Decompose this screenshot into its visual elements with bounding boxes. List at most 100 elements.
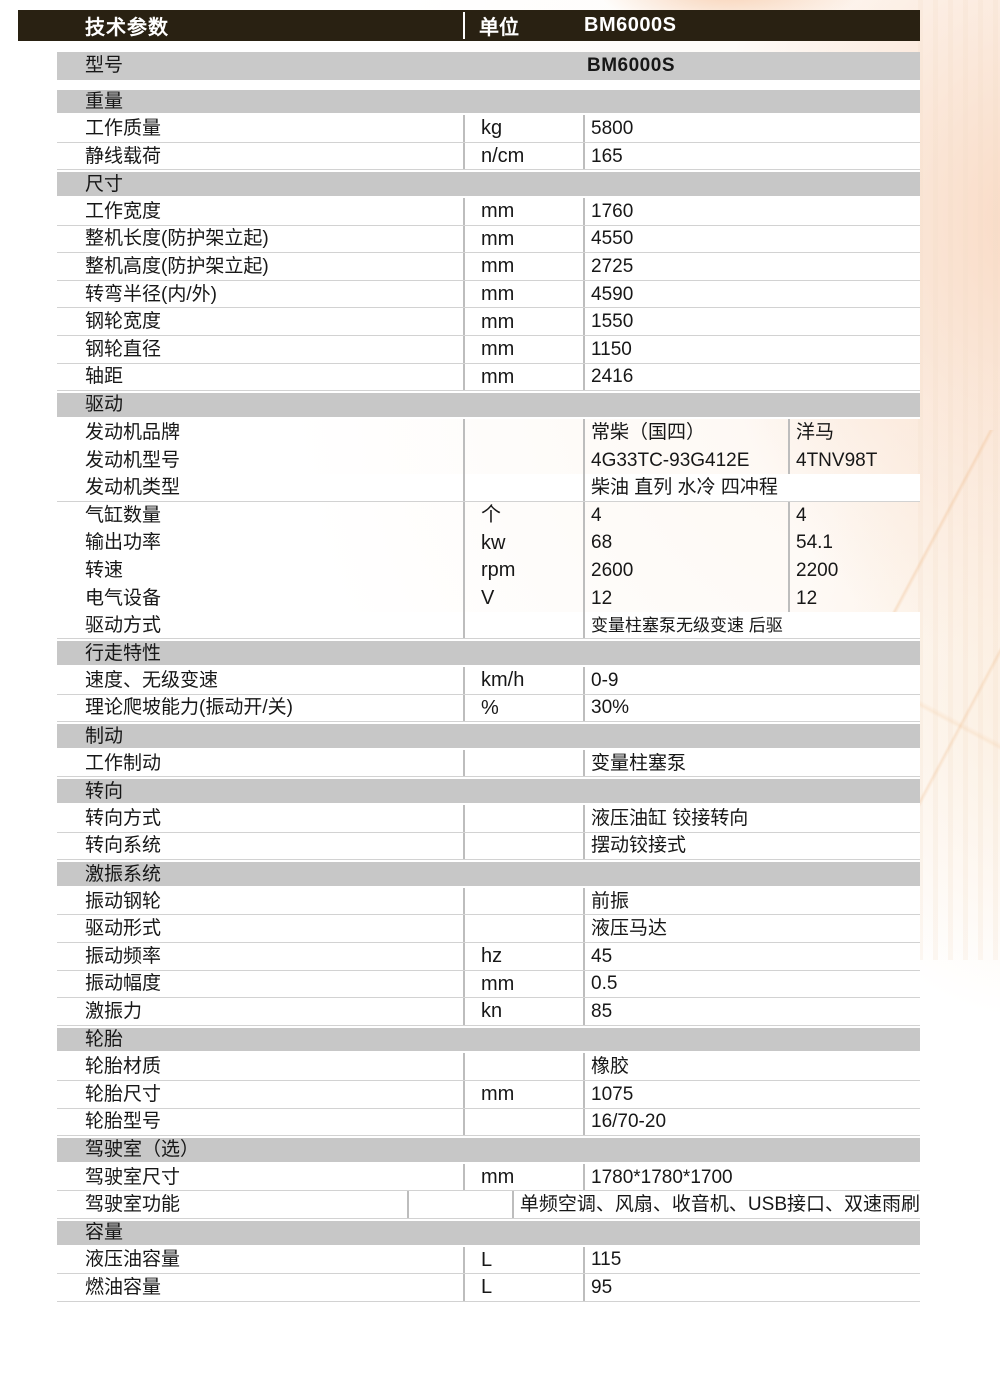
spec-row: 发动机品牌 常柴（国四） 洋马 — [57, 418, 920, 447]
section-row: 驾驶室（选） — [57, 1136, 920, 1164]
table-header: 技术参数 单位 BM6000S — [18, 10, 920, 41]
row-value: 12 — [591, 587, 613, 609]
section-row: 容量 — [57, 1218, 920, 1247]
row-unit: hz — [463, 943, 585, 970]
header-divider — [463, 12, 465, 39]
row-label: 钢轮直径 — [85, 338, 162, 360]
section-label: 尺寸 — [85, 173, 124, 195]
row-unit: L — [463, 1246, 585, 1274]
row-label: 转弯半径(内/外) — [85, 283, 217, 305]
row-label: 激振力 — [85, 1000, 143, 1022]
section-row: 行走特性 — [57, 639, 920, 668]
row-value: 变量柱塞泵 — [591, 752, 687, 774]
row-unit: rpm — [463, 556, 585, 585]
row-unit: mm — [463, 308, 585, 335]
spec-row: 液压油容量 L 115 — [57, 1246, 920, 1275]
row-unit — [463, 915, 585, 942]
row-unit: mm — [463, 1080, 585, 1108]
row-value-secondary: 2200 — [788, 556, 920, 585]
row-value: 2725 — [591, 255, 634, 277]
row-unit — [463, 805, 585, 832]
spec-row: 振动钢轮 前振 — [57, 887, 920, 916]
row-unit — [463, 473, 585, 501]
row-value-secondary: 54.1 — [788, 529, 920, 557]
row-label: 气缸数量 — [85, 504, 162, 526]
row-value-secondary: 12 — [788, 584, 920, 612]
row-unit: V — [463, 584, 585, 612]
spec-row: 电气设备 V 12 12 — [57, 584, 920, 612]
row-value: 变量柱塞泵无级变速 后驱 — [591, 615, 783, 635]
spec-row: 轮胎材质 橡胶 — [57, 1053, 920, 1081]
row-unit: % — [463, 694, 585, 722]
spec-row: 工作宽度 mm 1760 — [57, 197, 920, 226]
row-label: 转速 — [85, 559, 124, 581]
row-unit — [463, 611, 585, 639]
section-row: 制动 — [57, 722, 920, 750]
row-label: 轮胎型号 — [85, 1111, 162, 1133]
row-label: 工作宽度 — [85, 200, 162, 222]
row-value: 2600 — [591, 559, 634, 581]
row-value: 0.5 — [591, 973, 618, 995]
row-label: 型号 — [85, 55, 124, 77]
row-unit: L — [463, 1274, 585, 1301]
row-unit: km/h — [463, 667, 585, 694]
spec-row: 发动机型号 4G33TC-93G412E 4TNV98T — [57, 446, 920, 474]
row-unit: kg — [463, 115, 585, 142]
row-label: 驾驶室功能 — [85, 1194, 181, 1216]
spec-row: 转向系统 摆动铰接式 — [57, 832, 920, 861]
row-unit: mm — [463, 280, 585, 308]
row-value: 1780*1780*1700 — [591, 1166, 733, 1188]
spec-row: 工作制动 变量柱塞泵 — [57, 749, 920, 778]
row-unit: mm — [463, 335, 585, 363]
row-value: 115 — [591, 1249, 622, 1271]
spec-row: 振动幅度 mm 0.5 — [57, 970, 920, 999]
spec-row: 钢轮宽度 mm 1550 — [57, 308, 920, 336]
row-label: 静线载荷 — [85, 145, 162, 167]
spec-table-body: 型号 BM6000S 重量 工作质量 kg 5800 静线载荷 n/cm 165 尺寸 工作宽度 mm… — [57, 52, 920, 1302]
row-value: 常柴（国四） — [591, 422, 706, 444]
spec-row: 激振力 kn 85 — [57, 998, 920, 1026]
spec-row: 驾驶室功能 单频空调、风扇、收音机、USB接口、双速雨刷 — [57, 1191, 920, 1219]
row-value: 2416 — [591, 366, 634, 388]
row-value: 1550 — [591, 311, 634, 333]
row-label: 电气设备 — [85, 587, 162, 609]
section-label: 轮胎 — [85, 1029, 124, 1051]
row-value: 68 — [591, 532, 613, 554]
row-label: 发动机型号 — [85, 449, 181, 471]
row-unit: mm — [463, 1163, 585, 1191]
spec-row: 发动机类型 柴油 直列 水冷 四冲程 — [57, 473, 920, 502]
row-value: 5800 — [591, 117, 634, 139]
row-unit: mm — [463, 253, 585, 280]
row-label: 钢轮宽度 — [85, 311, 162, 333]
section-row: 尺寸 — [57, 170, 920, 198]
row-label: 发动机品牌 — [85, 422, 181, 444]
spec-row: 工作质量 kg 5800 — [57, 115, 920, 143]
section-label: 重量 — [85, 90, 124, 112]
row-unit: kn — [463, 998, 585, 1025]
row-unit — [463, 418, 585, 447]
row-value: 45 — [591, 945, 613, 967]
row-unit — [463, 832, 585, 860]
section-row: 重量 — [57, 87, 920, 116]
row-value: 液压马达 — [591, 918, 668, 940]
section-row: 转向 — [57, 777, 920, 806]
row-value: 4590 — [591, 283, 634, 305]
row-value: 橡胶 — [591, 1056, 630, 1078]
row-label: 输出功率 — [85, 532, 162, 554]
row-label: 轴距 — [85, 366, 124, 388]
row-unit: mm — [463, 970, 585, 998]
row-label: 轮胎材质 — [85, 1056, 162, 1078]
section-label: 激振系统 — [85, 863, 162, 885]
spec-row: 燃油容量 L 95 — [57, 1274, 920, 1302]
row-value-secondary: 洋马 — [788, 418, 920, 447]
spec-row: 振动频率 hz 45 — [57, 943, 920, 971]
section-label: 驱动 — [85, 394, 124, 416]
row-value: 4G33TC-93G412E — [591, 449, 750, 471]
row-value: 0-9 — [591, 669, 619, 691]
spec-row: 输出功率 kw 68 54.1 — [57, 529, 920, 557]
row-value: 1760 — [591, 200, 634, 222]
spec-row: 速度、无级变速 km/h 0-9 — [57, 667, 920, 695]
section-row: 驱动 — [57, 391, 920, 419]
spec-row: 驱动方式 变量柱塞泵无级变速 后驱 — [57, 611, 920, 640]
row-label: 驱动形式 — [85, 918, 162, 940]
